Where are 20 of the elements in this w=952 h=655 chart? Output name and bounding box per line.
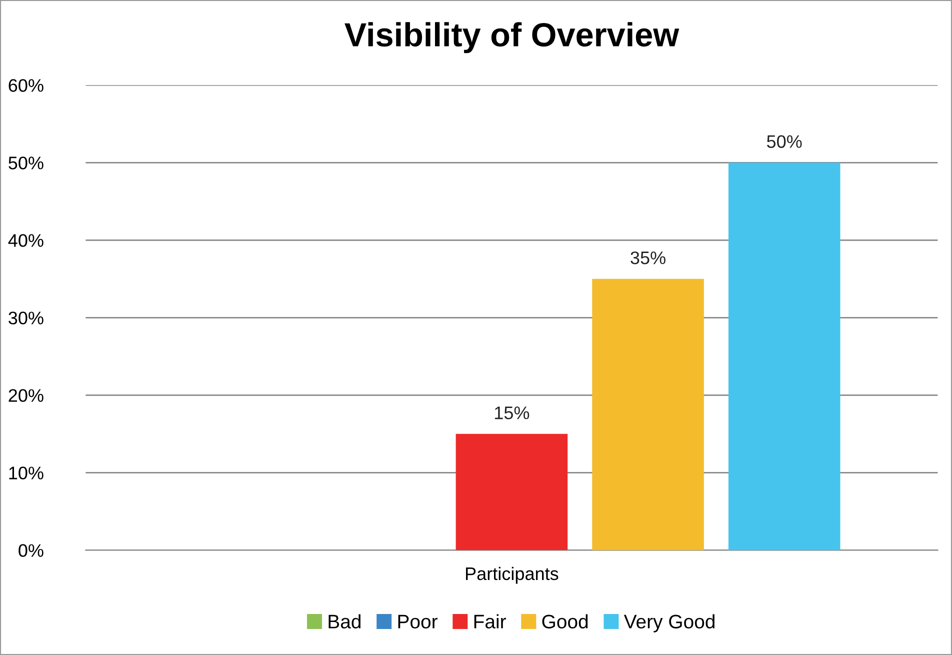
data-label: 15% [495,406,530,420]
x-tick-label: Participants [466,566,558,584]
y-tick-label: 20% [8,389,44,402]
y-tick-label: 30% [8,312,44,324]
legend-label: Fair [474,614,506,628]
data-label: 35% [630,251,666,264]
bar [456,434,568,550]
y-tick-label: 50% [8,156,44,170]
y-tick-label: 10% [9,466,44,480]
y-tick-label: 0% [18,544,44,557]
bar [592,278,704,550]
bar [728,162,840,550]
legend-label: Poor [398,614,438,628]
chart-title: Visibility of Overview [344,22,680,54]
y-tick-label: 60% [8,79,44,92]
legend-label: Good [542,614,588,628]
legend-label: Bad [328,614,360,628]
data-label: 50% [767,135,802,148]
legend-label: Very Good [624,614,714,632]
y-tick-label: 40% [8,234,44,247]
